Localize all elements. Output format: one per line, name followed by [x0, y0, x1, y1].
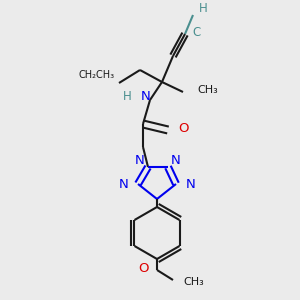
Text: CH₃: CH₃ — [183, 277, 204, 287]
Text: N: N — [135, 154, 145, 166]
Text: H: H — [123, 89, 132, 103]
Text: N: N — [141, 89, 151, 103]
Text: N: N — [186, 178, 196, 190]
Text: N: N — [171, 154, 181, 166]
Text: N: N — [118, 178, 128, 190]
Text: O: O — [139, 262, 149, 275]
Text: O: O — [178, 122, 188, 134]
Text: H: H — [199, 2, 208, 16]
Text: C: C — [192, 26, 200, 38]
Text: CH₂CH₃: CH₂CH₃ — [79, 70, 115, 80]
Text: CH₃: CH₃ — [197, 85, 218, 95]
